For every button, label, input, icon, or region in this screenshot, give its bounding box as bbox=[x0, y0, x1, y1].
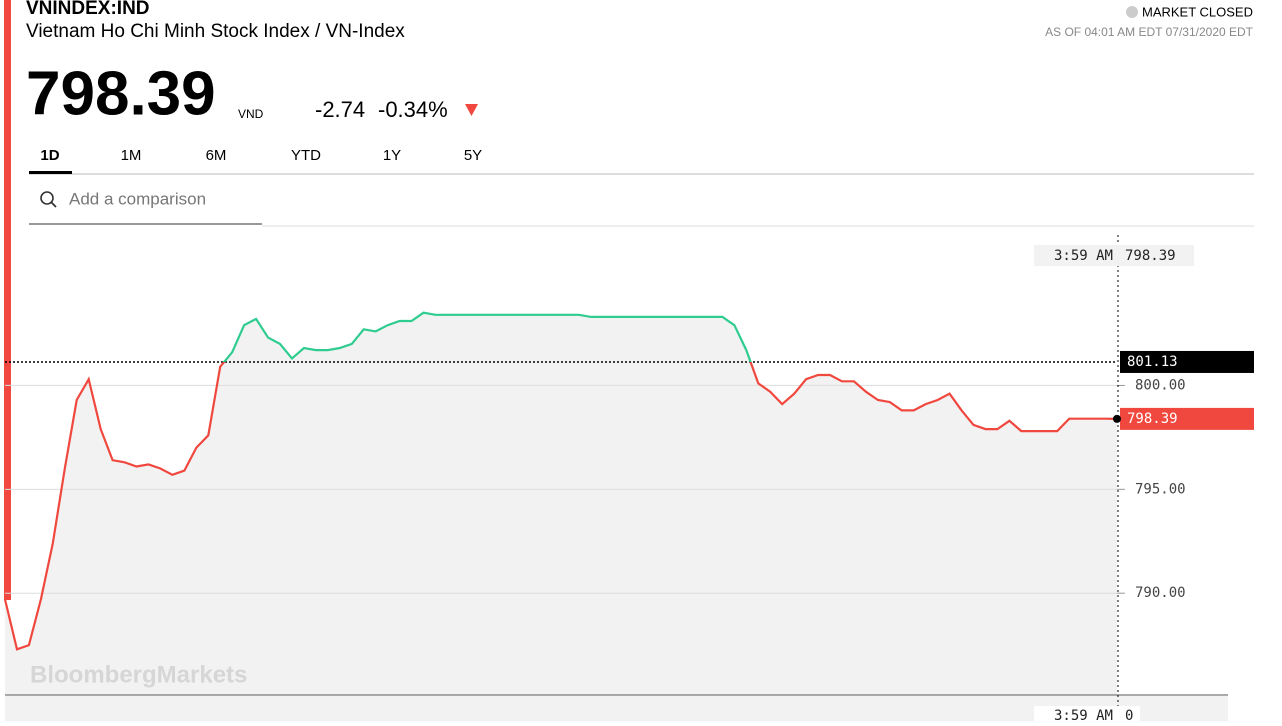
volume-pane bbox=[5, 696, 1228, 721]
prev-close-label: 801.13 bbox=[1127, 354, 1178, 370]
crosshair-volume: 0 bbox=[1125, 708, 1133, 721]
search-input[interactable]: Add a comparison bbox=[69, 189, 206, 208]
tab[interactable]: 5Y bbox=[464, 147, 482, 164]
down-arrow bbox=[465, 104, 478, 116]
status-dot bbox=[1126, 6, 1138, 18]
price-line bbox=[3, 311, 1118, 651]
last-label: 798.39 bbox=[1127, 411, 1178, 427]
crosshair-badge bbox=[1034, 245, 1194, 266]
tab-underline bbox=[29, 171, 72, 174]
as-of: AS OF 04:01 AM EDT 07/31/2020 EDT bbox=[1045, 25, 1254, 39]
tab[interactable]: 1Y bbox=[383, 147, 401, 164]
search-icon bbox=[40, 191, 54, 205]
y-tick-label: 795.00 bbox=[1135, 481, 1186, 497]
price: 798.39 bbox=[26, 59, 216, 128]
search-icon bbox=[50, 201, 57, 208]
crosshair-time: 3:59 AM bbox=[1054, 708, 1113, 721]
tab[interactable]: 6M bbox=[206, 147, 227, 164]
y-tick-label: 790.00 bbox=[1135, 585, 1186, 601]
symbol: VNINDEX:IND bbox=[26, 0, 150, 19]
tab[interactable]: 1M bbox=[121, 147, 142, 164]
last-badge bbox=[1120, 407, 1254, 430]
tab[interactable]: 1D bbox=[40, 147, 59, 164]
last-point bbox=[1113, 414, 1121, 423]
prev-close-badge bbox=[1120, 350, 1254, 373]
watermark: BloombergMarkets bbox=[30, 661, 247, 688]
market-status: MARKET CLOSED bbox=[1142, 4, 1253, 19]
tab[interactable]: YTD bbox=[291, 147, 321, 164]
accent-bar bbox=[4, 0, 11, 600]
area bbox=[5, 312, 1117, 695]
index-name: Vietnam Ho Chi Minh Stock Index / VN-Ind… bbox=[26, 21, 405, 42]
crosshair-time: 3:59 AM bbox=[1054, 248, 1113, 264]
crosshair-value: 798.39 bbox=[1125, 248, 1176, 264]
change: -2.74 bbox=[315, 97, 365, 122]
currency: VND bbox=[238, 107, 264, 121]
y-tick-label: 800.00 bbox=[1135, 377, 1186, 393]
change-percent: -0.34% bbox=[378, 97, 448, 122]
